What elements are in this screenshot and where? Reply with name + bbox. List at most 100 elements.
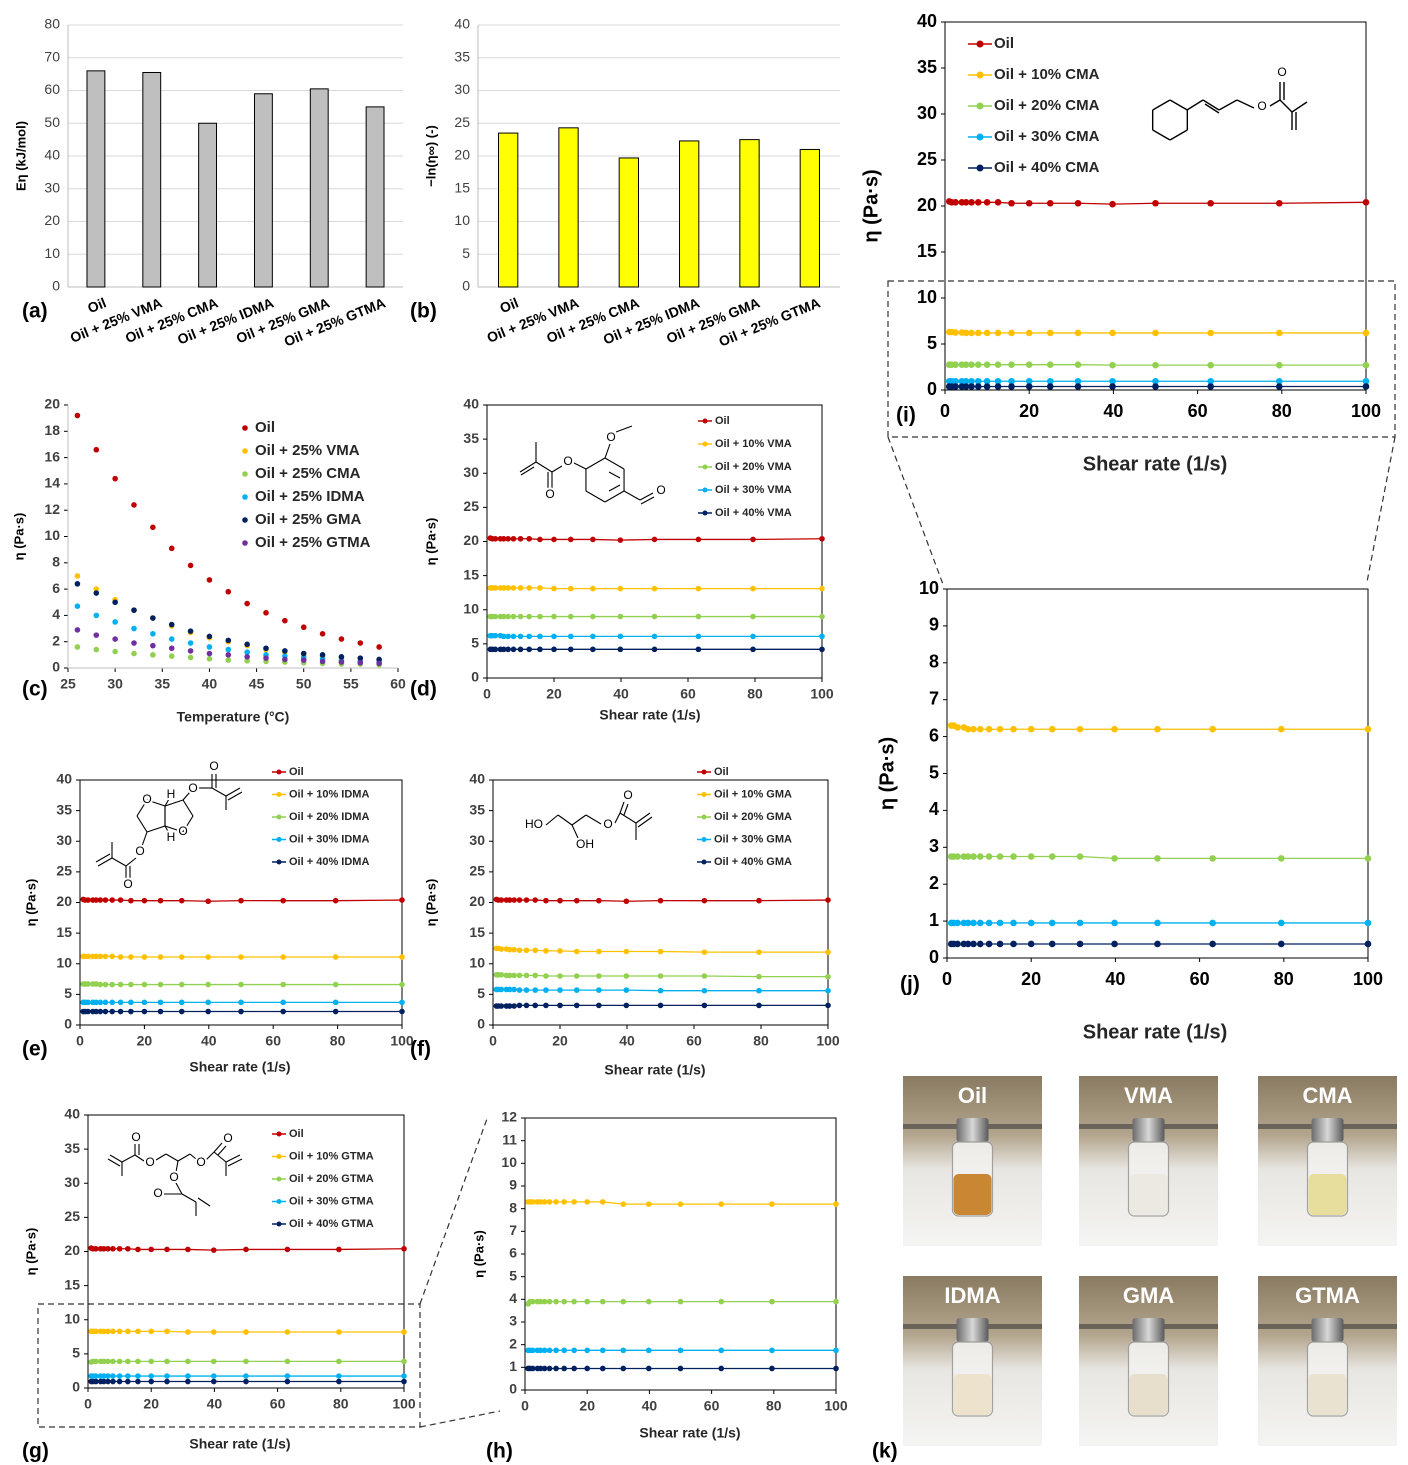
data-point xyxy=(574,973,580,979)
data-point xyxy=(280,954,286,960)
data-point xyxy=(986,726,993,733)
data-point xyxy=(624,987,630,993)
structure-atom: H xyxy=(167,830,176,844)
data-point xyxy=(117,1246,123,1252)
data-point xyxy=(968,199,975,206)
structure-atom: O xyxy=(145,1155,154,1169)
data-point xyxy=(493,647,499,653)
y-tick-label: 0 xyxy=(471,669,479,685)
data-point xyxy=(1075,383,1082,390)
data-point xyxy=(526,634,532,640)
legend-marker xyxy=(702,792,707,797)
data-point xyxy=(150,643,156,649)
y-tick-label: 20 xyxy=(463,532,479,548)
data-point xyxy=(238,1009,244,1015)
data-point xyxy=(280,982,286,988)
data-point xyxy=(131,626,137,632)
structure-bond xyxy=(586,815,601,824)
data-point xyxy=(750,647,756,653)
structure-bond xyxy=(137,816,147,832)
data-point xyxy=(75,627,81,633)
y-tick-label: 35 xyxy=(917,57,937,77)
data-point xyxy=(995,361,1002,368)
y-tick-label: 20 xyxy=(44,212,60,228)
data-point xyxy=(542,1348,548,1354)
legend-marker xyxy=(703,419,708,424)
data-point xyxy=(590,586,596,592)
photo-label: GMA xyxy=(1123,1283,1174,1308)
data-point xyxy=(532,897,538,903)
x-tick-label: 20 xyxy=(1019,401,1039,421)
data-point xyxy=(399,1000,405,1006)
structure-bond xyxy=(1187,100,1203,110)
data-point xyxy=(718,1299,724,1305)
structure-bond xyxy=(135,1155,144,1161)
data-point xyxy=(584,1299,590,1305)
y-tick-label: 10 xyxy=(463,600,479,616)
data-point xyxy=(499,987,505,993)
data-point xyxy=(85,954,91,960)
structure-bond xyxy=(218,1146,226,1155)
data-point xyxy=(103,897,109,903)
data-point xyxy=(97,982,103,988)
y-tick-label: 15 xyxy=(454,179,470,195)
data-point xyxy=(128,1000,134,1006)
data-point xyxy=(285,1247,291,1253)
x-tick-label: 40 xyxy=(619,1033,635,1049)
data-point xyxy=(1209,920,1216,927)
data-point xyxy=(517,947,523,953)
data-point xyxy=(750,586,756,592)
x-tick-label: 0 xyxy=(940,401,950,421)
data-point xyxy=(1008,361,1015,368)
legend-label: Oil + 20% GMA xyxy=(714,811,792,823)
x-tick-label: 80 xyxy=(766,1398,782,1414)
data-point xyxy=(984,199,991,206)
x-tick-label: 100 xyxy=(1353,969,1383,989)
data-point xyxy=(620,1201,626,1207)
legend-label: Oil + 20% GTMA xyxy=(289,1173,374,1185)
data-point xyxy=(1010,726,1017,733)
y-tick-label: 10 xyxy=(917,287,937,307)
x-tick-label: 60 xyxy=(270,1396,286,1412)
data-point xyxy=(1207,200,1214,207)
legend-marker xyxy=(702,815,707,820)
data-point xyxy=(646,1299,652,1305)
data-point xyxy=(1276,383,1283,390)
data-point xyxy=(1365,941,1372,948)
legend-marker xyxy=(977,72,984,79)
data-point xyxy=(590,647,596,653)
data-point xyxy=(1028,853,1035,860)
data-point xyxy=(590,537,596,543)
data-point xyxy=(532,973,538,979)
data-point xyxy=(125,1246,131,1252)
y-axis-label: η (Pa·s) xyxy=(423,518,438,566)
data-point xyxy=(618,647,624,653)
data-point xyxy=(526,614,532,620)
data-point xyxy=(188,655,194,661)
data-point xyxy=(320,659,326,665)
data-point xyxy=(75,413,81,419)
data-point xyxy=(505,614,511,620)
legend-marker xyxy=(977,165,984,172)
structure-bond xyxy=(166,1154,178,1161)
y-tick-label: 25 xyxy=(56,863,72,879)
data-point xyxy=(142,954,148,960)
data-point xyxy=(93,447,99,453)
data-point xyxy=(1363,362,1370,369)
data-point xyxy=(336,1373,342,1379)
y-tick-label: 9 xyxy=(509,1177,517,1193)
y-tick-label: 10 xyxy=(501,1154,517,1170)
y-tick-label: 35 xyxy=(469,801,485,817)
data-point xyxy=(970,920,977,927)
y-tick-label: 10 xyxy=(56,954,72,970)
structure-atom: OH xyxy=(576,837,594,851)
legend-marker xyxy=(703,488,708,493)
data-point xyxy=(164,1247,170,1253)
data-point xyxy=(211,1373,217,1379)
y-axis-label: η (Pa·s) xyxy=(23,1228,38,1276)
legend-label: Oil + 20% VMA xyxy=(715,461,792,473)
data-point xyxy=(169,653,175,659)
data-point xyxy=(158,898,164,904)
data-point xyxy=(658,898,664,904)
data-point xyxy=(285,1379,291,1385)
